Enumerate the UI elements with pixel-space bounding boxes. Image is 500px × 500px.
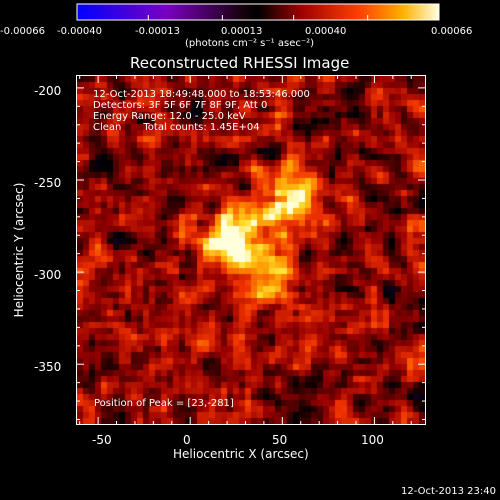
y-tick-label: -250 bbox=[34, 176, 62, 190]
colorbar-gradient bbox=[76, 3, 440, 21]
x-tick-label: -50 bbox=[92, 433, 112, 447]
colorbar-ticks bbox=[76, 15, 440, 20]
heatmap-image bbox=[77, 76, 425, 424]
info-block: 12-Oct-2013 18:49:48.000 to 18:53:46.000… bbox=[93, 89, 310, 133]
x-tick-label: 0 bbox=[183, 433, 191, 447]
algorithm: Clean bbox=[93, 122, 122, 133]
chart-title: Reconstructed RHESSI Image bbox=[130, 54, 350, 72]
colorbar-tick-label: 0.00066 bbox=[431, 26, 473, 37]
total-counts: Total counts: 1.45E+04 bbox=[143, 122, 260, 133]
timestamp: 12-Oct-2013 23:40 bbox=[401, 486, 496, 497]
y-tick-label: -350 bbox=[34, 360, 62, 374]
x-axis-label: Heliocentric X (arcsec) bbox=[173, 447, 309, 461]
y-tick-label: -200 bbox=[34, 84, 62, 98]
y-tick-label: -300 bbox=[34, 268, 62, 282]
colorbar-tick-label: -0.00040 bbox=[57, 26, 102, 37]
peak-position-label: Position of Peak = [23,-281] bbox=[94, 398, 234, 409]
colorbar-tick-label: 0.00013 bbox=[221, 26, 263, 37]
plot-area bbox=[76, 75, 426, 425]
clean-counts: Clean Total counts: 1.45E+04 bbox=[93, 122, 310, 133]
colorbar-tick-label: -0.00013 bbox=[135, 26, 180, 37]
x-tick-label: 100 bbox=[361, 433, 384, 447]
colorbar bbox=[76, 3, 440, 21]
colorbar-tick-label: -0.00066 bbox=[0, 26, 45, 37]
colorbar-tick-label: 0.00040 bbox=[305, 26, 347, 37]
x-tick-label: 50 bbox=[272, 433, 288, 447]
y-axis-label: Heliocentric Y (arcsec) bbox=[12, 182, 26, 318]
detectors: Detectors: 3F 5F 6F 7F 8F 9F, Att 0 bbox=[93, 100, 268, 111]
time-range: 12-Oct-2013 18:49:48.000 to 18:53:46.000 bbox=[93, 89, 310, 100]
colorbar-unit-label: (photons cm⁻² s⁻¹ asec⁻²) bbox=[185, 38, 315, 49]
energy-range: Energy Range: 12.0 - 25.0 keV bbox=[93, 111, 246, 122]
